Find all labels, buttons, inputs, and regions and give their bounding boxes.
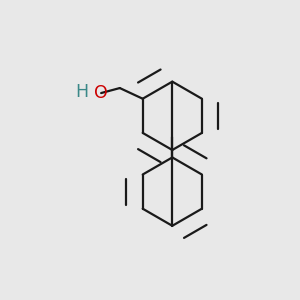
Text: O: O — [94, 84, 108, 102]
Text: H: H — [75, 82, 88, 100]
